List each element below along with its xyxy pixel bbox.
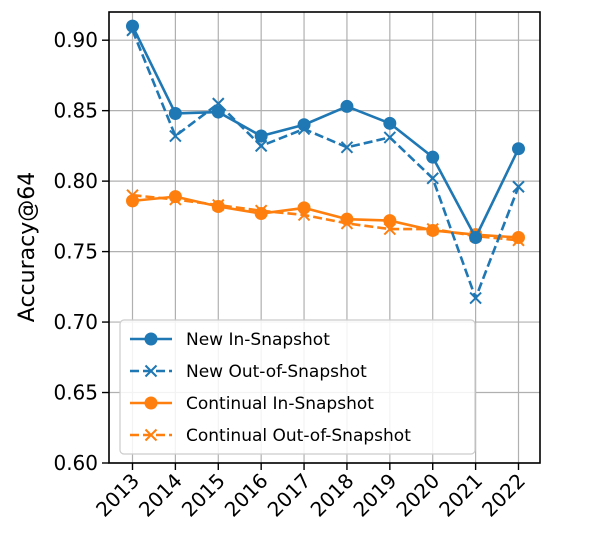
x-marker-stroke	[126, 24, 139, 37]
x-tick-label: 2021	[434, 469, 487, 522]
x-tick-label: 2020	[391, 469, 444, 522]
legend-label: Continual In-Snapshot	[186, 394, 374, 414]
x-marker-stroke	[512, 180, 525, 193]
x-marker-stroke	[144, 428, 158, 442]
series-line	[131, 25, 520, 239]
data-point	[383, 116, 397, 130]
legend-item: Continual Out-of-Snapshot	[130, 426, 411, 446]
legend-label: Continual Out-of-Snapshot	[186, 426, 411, 446]
series-layer	[126, 19, 525, 305]
x-marker-stroke	[212, 198, 225, 212]
y-tick-label: 0.85	[53, 99, 98, 123]
data-point	[512, 180, 525, 193]
legend-item: New In-Snapshot	[130, 330, 330, 350]
data-point	[297, 208, 311, 222]
data-point	[254, 204, 268, 217]
x-marker-stroke	[169, 193, 182, 206]
data-point	[211, 105, 225, 119]
x-marker-stroke	[383, 131, 397, 144]
y-tick-label: 0.75	[53, 240, 98, 264]
x-marker-stroke	[169, 129, 182, 143]
legend-marker	[144, 332, 158, 346]
x-marker-stroke	[297, 122, 311, 136]
data-point	[426, 172, 439, 185]
x-marker-stroke	[469, 291, 482, 305]
y-axis-title: Accuracy@64	[15, 172, 40, 322]
x-marker-stroke	[212, 97, 225, 110]
data-point	[169, 129, 182, 143]
legend-item: New Out-of-Snapshot	[130, 362, 367, 382]
data-point	[469, 231, 483, 244]
series-continual-out-of-snapshot	[126, 189, 525, 247]
legend-item: Continual In-Snapshot	[130, 394, 374, 414]
data-point	[212, 97, 225, 110]
data-point	[340, 217, 354, 230]
x-marker-stroke	[144, 364, 158, 378]
data-point	[426, 150, 440, 164]
data-point	[383, 214, 397, 228]
x-marker-stroke	[426, 172, 439, 185]
x-marker-stroke	[297, 208, 311, 222]
data-point	[512, 231, 525, 244]
series-line	[132, 195, 519, 239]
data-point	[340, 99, 354, 113]
data-point	[297, 118, 311, 132]
x-tick-label: 2013	[91, 469, 144, 522]
x-marker-stroke	[426, 222, 439, 236]
x-marker-stroke	[126, 189, 139, 202]
legend-marker	[144, 428, 158, 442]
y-tick-label: 0.70	[53, 310, 98, 334]
series-new-out-of-snapshot	[126, 24, 525, 305]
x-marker-stroke	[340, 217, 354, 230]
legend: New In-Snapshot New Out-of-Snapshot Contin…	[119, 319, 476, 455]
y-tick-label: 0.80	[53, 169, 98, 193]
data-point	[126, 189, 139, 202]
x-marker-stroke	[254, 204, 268, 217]
data-point	[297, 201, 311, 215]
data-point	[169, 193, 182, 206]
y-tick-label: 0.90	[53, 28, 98, 52]
plot-frame	[108, 11, 541, 464]
x-marker-stroke	[512, 234, 525, 247]
y-tick-label: 0.60	[53, 451, 98, 475]
data-point	[512, 234, 525, 247]
x-marker-stroke	[383, 222, 397, 236]
data-point	[126, 24, 139, 37]
x-tick-label: 2015	[177, 469, 230, 522]
x-tick-label: 2016	[220, 469, 273, 522]
series-line	[131, 29, 520, 300]
x-tick-label: 2017	[263, 469, 316, 522]
series-new-in-snapshot	[126, 19, 525, 244]
legend-box	[119, 319, 476, 455]
x-tick-label: 2019	[348, 469, 401, 522]
x-marker-stroke	[340, 141, 354, 154]
data-point	[340, 141, 354, 154]
data-point	[254, 139, 268, 153]
legend-label: New Out-of-Snapshot	[186, 362, 367, 382]
data-point	[126, 19, 139, 33]
data-point	[297, 122, 311, 136]
data-point	[426, 222, 439, 236]
legend-marker	[144, 364, 158, 378]
data-point	[383, 222, 397, 236]
x-tick-label: 2018	[306, 469, 359, 522]
x-marker-stroke	[254, 139, 268, 153]
data-point	[512, 142, 525, 156]
legend-marker	[144, 396, 158, 410]
data-point	[469, 291, 482, 305]
x-tick-label: 2022	[477, 469, 530, 522]
data-point	[254, 129, 268, 143]
data-point	[168, 106, 182, 120]
x-tick-label: 2014	[134, 469, 187, 522]
y-tick-label: 0.65	[53, 381, 98, 405]
legend-label: New In-Snapshot	[186, 330, 330, 350]
data-point	[383, 131, 397, 144]
data-point	[212, 198, 225, 212]
